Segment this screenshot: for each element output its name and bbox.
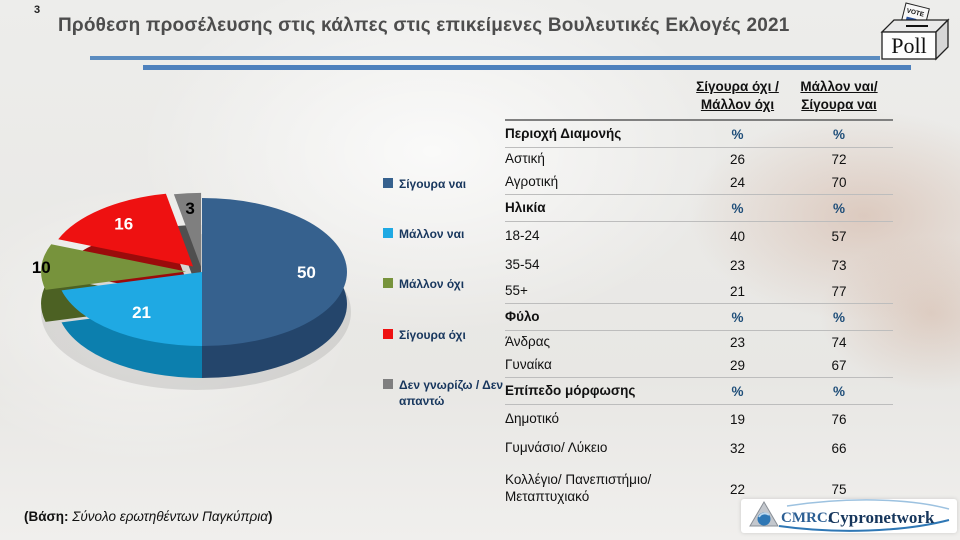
pie-slice xyxy=(41,244,187,290)
page-title: Πρόθεση προσέλευσης στις κάλπες στις επι… xyxy=(58,15,790,36)
legend-item: Μάλλον ναι xyxy=(383,226,505,242)
table-row: Ηλικία%% xyxy=(505,195,893,223)
table-header: Σίγουρα όχι / Μάλλον όχι Μάλλον ναι/ Σίγ… xyxy=(505,78,893,122)
column-header-yes: Μάλλον ναι/ Σίγουρα ναι xyxy=(800,79,878,112)
pie-chart: 50 21 10 16 3 xyxy=(15,165,385,405)
ballot-box-icon: VOTE Poll xyxy=(876,2,954,62)
table-row: Άνδρας 23 74 xyxy=(505,334,847,351)
legend-item: Σίγουρα ναι xyxy=(383,176,505,192)
chart-legend: Σίγουρα ναι Μάλλον ναι Μάλλον όχι Σίγουρ… xyxy=(383,176,505,443)
pie-slice xyxy=(173,192,202,267)
pie-data-label: 10 xyxy=(32,258,51,277)
legend-label: Δεν γνωρίζω / Δεν απαντώ xyxy=(399,377,504,408)
legend-label: Σίγουρα όχι xyxy=(399,327,466,342)
title-underline-2 xyxy=(143,65,911,70)
legend-item: Μάλλον όχι xyxy=(383,276,505,292)
legend-swatch-icon xyxy=(383,228,393,239)
table-row: Φύλο%% xyxy=(505,304,893,332)
legend-swatch-icon xyxy=(383,378,393,389)
legend-swatch-icon xyxy=(383,278,393,289)
pie-data-label: 3 xyxy=(185,199,194,218)
logo-text-cmrc: CMRC. xyxy=(781,510,832,526)
base-note-body: Σύνολο ερωτηθέντων Παγκύπρια xyxy=(68,509,268,524)
table-row: Αγροτική 24 70 xyxy=(505,171,893,196)
title-underline-1 xyxy=(90,56,880,60)
pie-slice xyxy=(61,272,202,346)
legend-item: Σίγουρα όχι xyxy=(383,327,505,343)
legend-label: Μάλλον όχι xyxy=(399,277,465,292)
pie-data-label: 16 xyxy=(114,215,133,234)
vote-paper-label: VOTE xyxy=(906,7,926,18)
results-table: Σίγουρα όχι / Μάλλον όχι Μάλλον ναι/ Σίγ… xyxy=(505,78,893,515)
pie-data-label: 21 xyxy=(132,303,151,322)
legend-label: Μάλλον ναι xyxy=(399,227,465,242)
legend-swatch-icon xyxy=(383,178,393,188)
table-row: Γυναίκα 29 67 xyxy=(505,354,893,379)
base-note: (Βάση: Σύνολο ερωτηθέντων Παγκύπρια) xyxy=(24,509,272,524)
pie-data-label: 50 xyxy=(297,263,316,282)
legend-label: Σίγουρα ναι xyxy=(399,177,467,191)
table-row: Αστική 26 72 xyxy=(505,151,847,168)
slide-number: 3 xyxy=(34,4,41,16)
legend-item: Δεν γνωρίζω / Δεν απαντώ xyxy=(383,377,505,409)
table-row: 55+ 21 77 xyxy=(505,280,893,305)
table-row: Γυμνάσιο/ Λύκειο 32 66 xyxy=(505,440,847,457)
table-row: Περιοχή Διαμονής%% xyxy=(505,121,893,149)
legend-swatch-icon xyxy=(383,328,393,339)
table-row: Επίπεδο μόρφωσης%% xyxy=(505,378,893,406)
base-note-suffix: ) xyxy=(267,509,273,524)
pie-slice xyxy=(202,198,347,346)
table-row: Κολλέγιο/ Πανεπιστήμιο/ Μεταπτυχιακό 22 75 xyxy=(505,472,847,505)
poll-box-label: Poll xyxy=(891,33,926,58)
table-row: 35-54 23 73 xyxy=(505,257,847,274)
table-row: 18-24 40 57 xyxy=(505,228,847,245)
pie-slice xyxy=(58,193,194,267)
cmrc-cypronetwork-logo: CMRC. Cypronetwork xyxy=(741,499,957,533)
column-header-no: Σίγουρα όχι / Μάλλον όχι xyxy=(696,79,779,112)
logo-text-cypronetwork: Cypronetwork xyxy=(828,508,935,527)
base-note-prefix: (Βάση: xyxy=(24,509,69,524)
table-row: Δημοτικό 19 76 xyxy=(505,411,847,428)
